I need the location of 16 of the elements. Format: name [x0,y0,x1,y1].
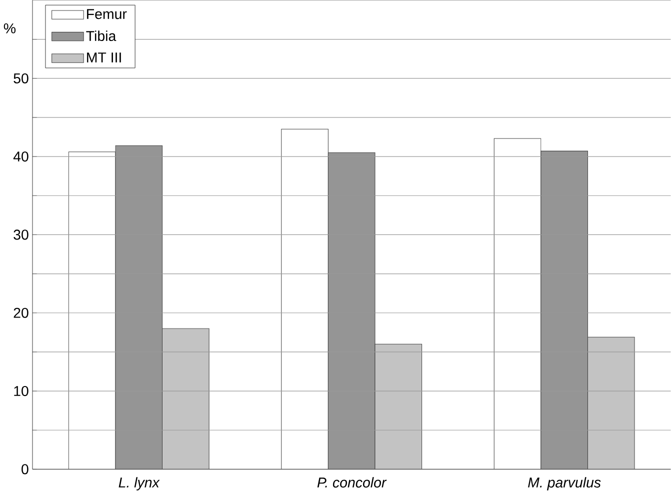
y-tick-label: 50 [14,73,28,84]
x-tick-label: M. parvulus [528,477,601,490]
y-tick-label: 40 [13,152,28,162]
legend-label: MT III [87,52,121,62]
x-tick-label: P. concolor [317,477,387,488]
x-tick-label: L. lynx [118,477,160,490]
y-tick-label: 30 [14,230,28,240]
bar [374,344,422,470]
bar [162,328,210,470]
legend-label: Tibia [86,30,116,42]
y-tick-label: 20 [14,308,28,318]
y-tick-label: 10 [14,386,28,396]
y-axis-title: % [4,23,16,34]
bar [587,336,635,470]
y-tick-label: 0 [22,464,28,474]
legend-label: Femur [87,9,127,20]
